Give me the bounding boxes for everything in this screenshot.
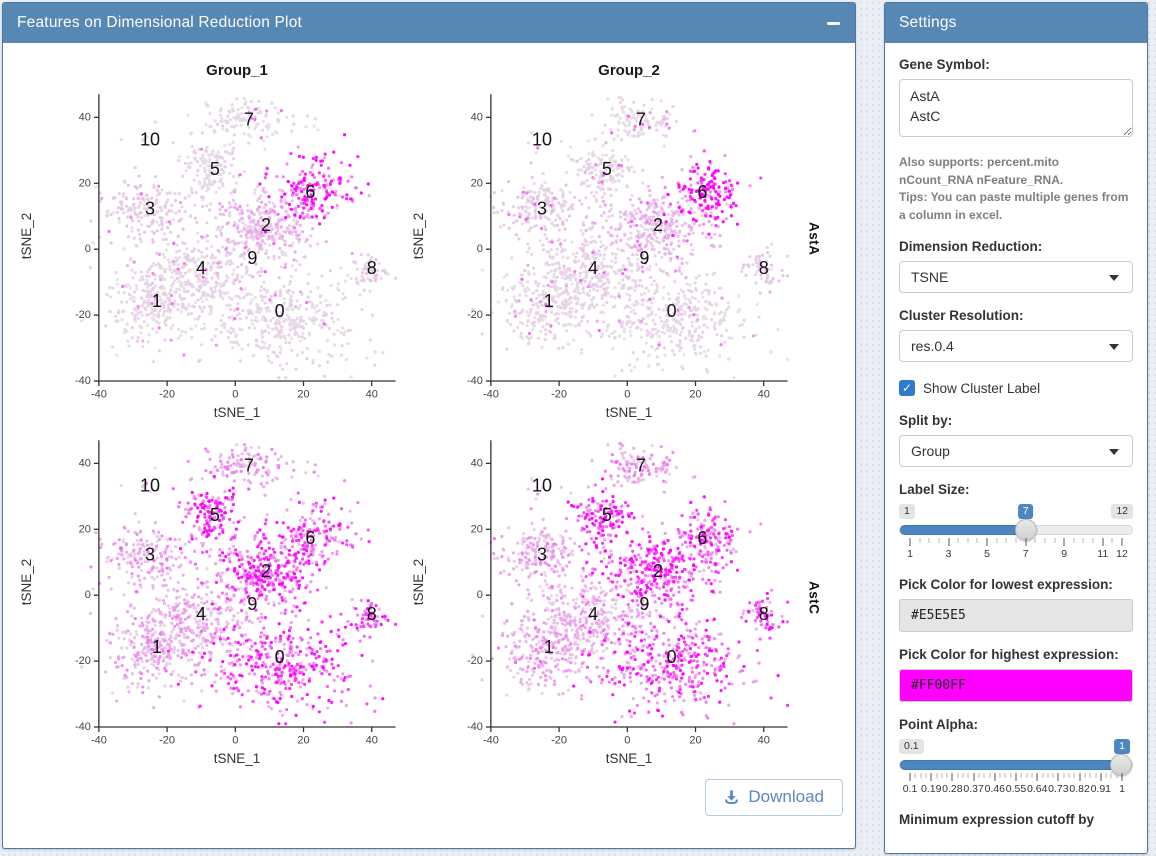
slider-max-chip: 12: [1111, 504, 1133, 519]
gene-symbol-help-text: Also supports: percent.mito nCount_RNA n…: [899, 155, 1129, 222]
download-label: Download: [748, 787, 824, 806]
collapse-minus-icon[interactable]: [825, 15, 841, 31]
chevron-down-icon: [1109, 449, 1119, 455]
slider-track[interactable]: [899, 754, 1133, 776]
plot-area: AstA AstC Download: [3, 43, 855, 816]
download-button[interactable]: Download: [705, 779, 843, 816]
tsne-plot-astc-group1: [17, 425, 409, 771]
row-strip-label-astc: AstC: [806, 581, 822, 615]
cluster-resolution-select[interactable]: res.0.4: [899, 330, 1133, 362]
point-alpha-slider[interactable]: 0.1 1 0.1 0.19 0.28 0.37 0.46 0.55 0.64 0.73 0.8…: [899, 739, 1133, 797]
settings-panel: Settings Gene Symbol: AstA AstC Also sup…: [884, 2, 1148, 854]
download-icon: [722, 788, 741, 807]
dimension-reduction-value: TSNE: [911, 269, 949, 285]
feature-plot-panel-title: Features on Dimensional Reduction Plot: [17, 14, 303, 31]
label-size-label: Label Size:: [899, 482, 970, 497]
label-size-slider[interactable]: 1 12 7 1 3 5 7 9 11 12: [899, 504, 1133, 562]
dimension-reduction-select[interactable]: TSNE: [899, 261, 1133, 293]
split-by-select[interactable]: Group: [899, 435, 1133, 467]
slider-min-chip: 1: [899, 504, 915, 519]
tsne-plot-astc-group2: [409, 425, 801, 771]
tsne-plot-asta-group1: [17, 53, 409, 425]
feature-plot-panel-header: Features on Dimensional Reduction Plot: [3, 3, 855, 43]
chevron-down-icon: [1109, 344, 1119, 350]
cluster-resolution-value: res.0.4: [911, 338, 954, 354]
gene-symbol-input[interactable]: AstA AstC: [899, 79, 1133, 137]
chevron-down-icon: [1109, 275, 1119, 281]
slider-min-chip: 0.1: [899, 739, 924, 754]
show-cluster-label-text: Show Cluster Label: [923, 380, 1041, 396]
gene-symbol-label: Gene Symbol:: [899, 57, 990, 72]
high-color-input[interactable]: #FF00FF: [899, 669, 1133, 702]
split-by-label: Split by:: [899, 413, 953, 428]
tsne-plot-asta-group2: [409, 53, 801, 425]
split-by-value: Group: [911, 443, 950, 459]
feature-plot-panel: Features on Dimensional Reduction Plot A…: [2, 2, 856, 849]
settings-panel-title: Settings: [899, 14, 957, 31]
settings-panel-header: Settings: [885, 3, 1147, 43]
low-color-label: Pick Color for lowest expression:: [899, 577, 1113, 592]
point-alpha-label: Point Alpha:: [899, 717, 978, 732]
show-cluster-label-checkbox[interactable]: ✓: [899, 380, 915, 396]
low-color-input[interactable]: #E5E5E5: [899, 599, 1133, 632]
high-color-label: Pick Color for highest expression:: [899, 647, 1119, 662]
slider-track[interactable]: [899, 519, 1133, 541]
dimension-reduction-label: Dimension Reduction:: [899, 239, 1043, 254]
slider-value-chip: 1: [1114, 739, 1130, 754]
row-strip-label-asta: AstA: [806, 222, 822, 256]
min-cutoff-label: Minimum expression cutoff by: [899, 812, 1095, 827]
cluster-resolution-label: Cluster Resolution:: [899, 308, 1024, 323]
slider-handle[interactable]: [1110, 754, 1132, 776]
slider-value-chip: 7: [1017, 504, 1034, 519]
